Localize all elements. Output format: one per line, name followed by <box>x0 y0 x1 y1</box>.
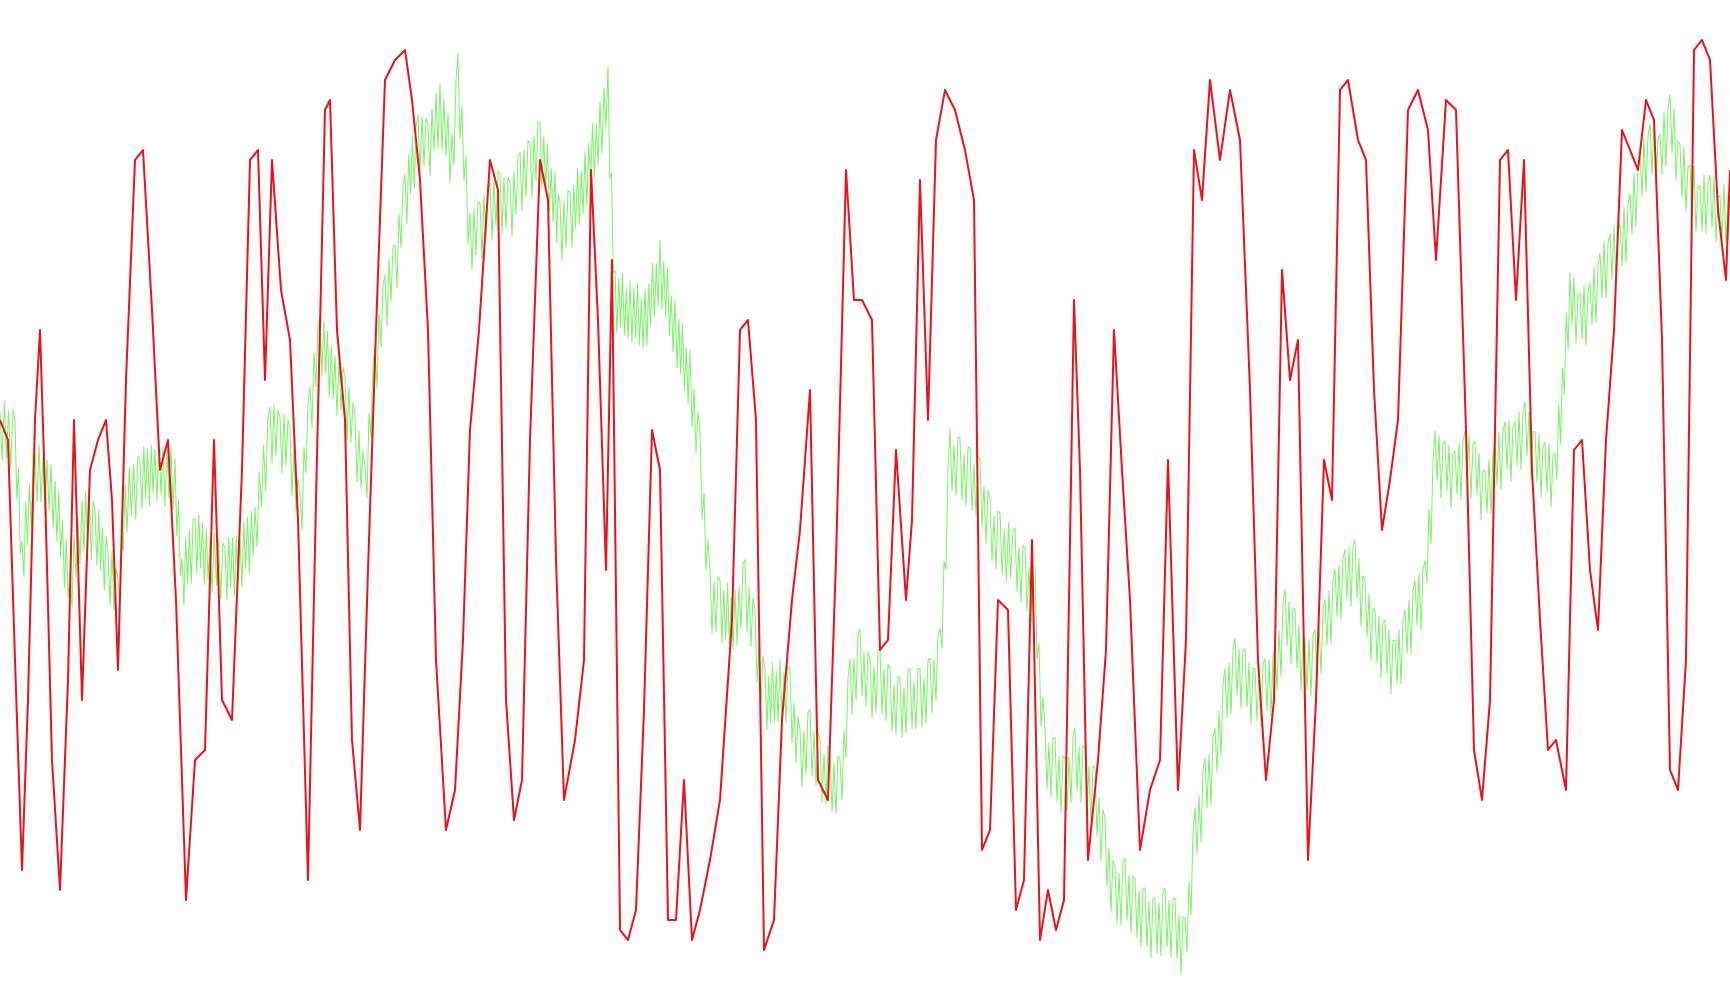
series-layer <box>0 39 1730 975</box>
series-line-1 <box>0 53 1730 975</box>
series-line-2 <box>0 39 1730 951</box>
